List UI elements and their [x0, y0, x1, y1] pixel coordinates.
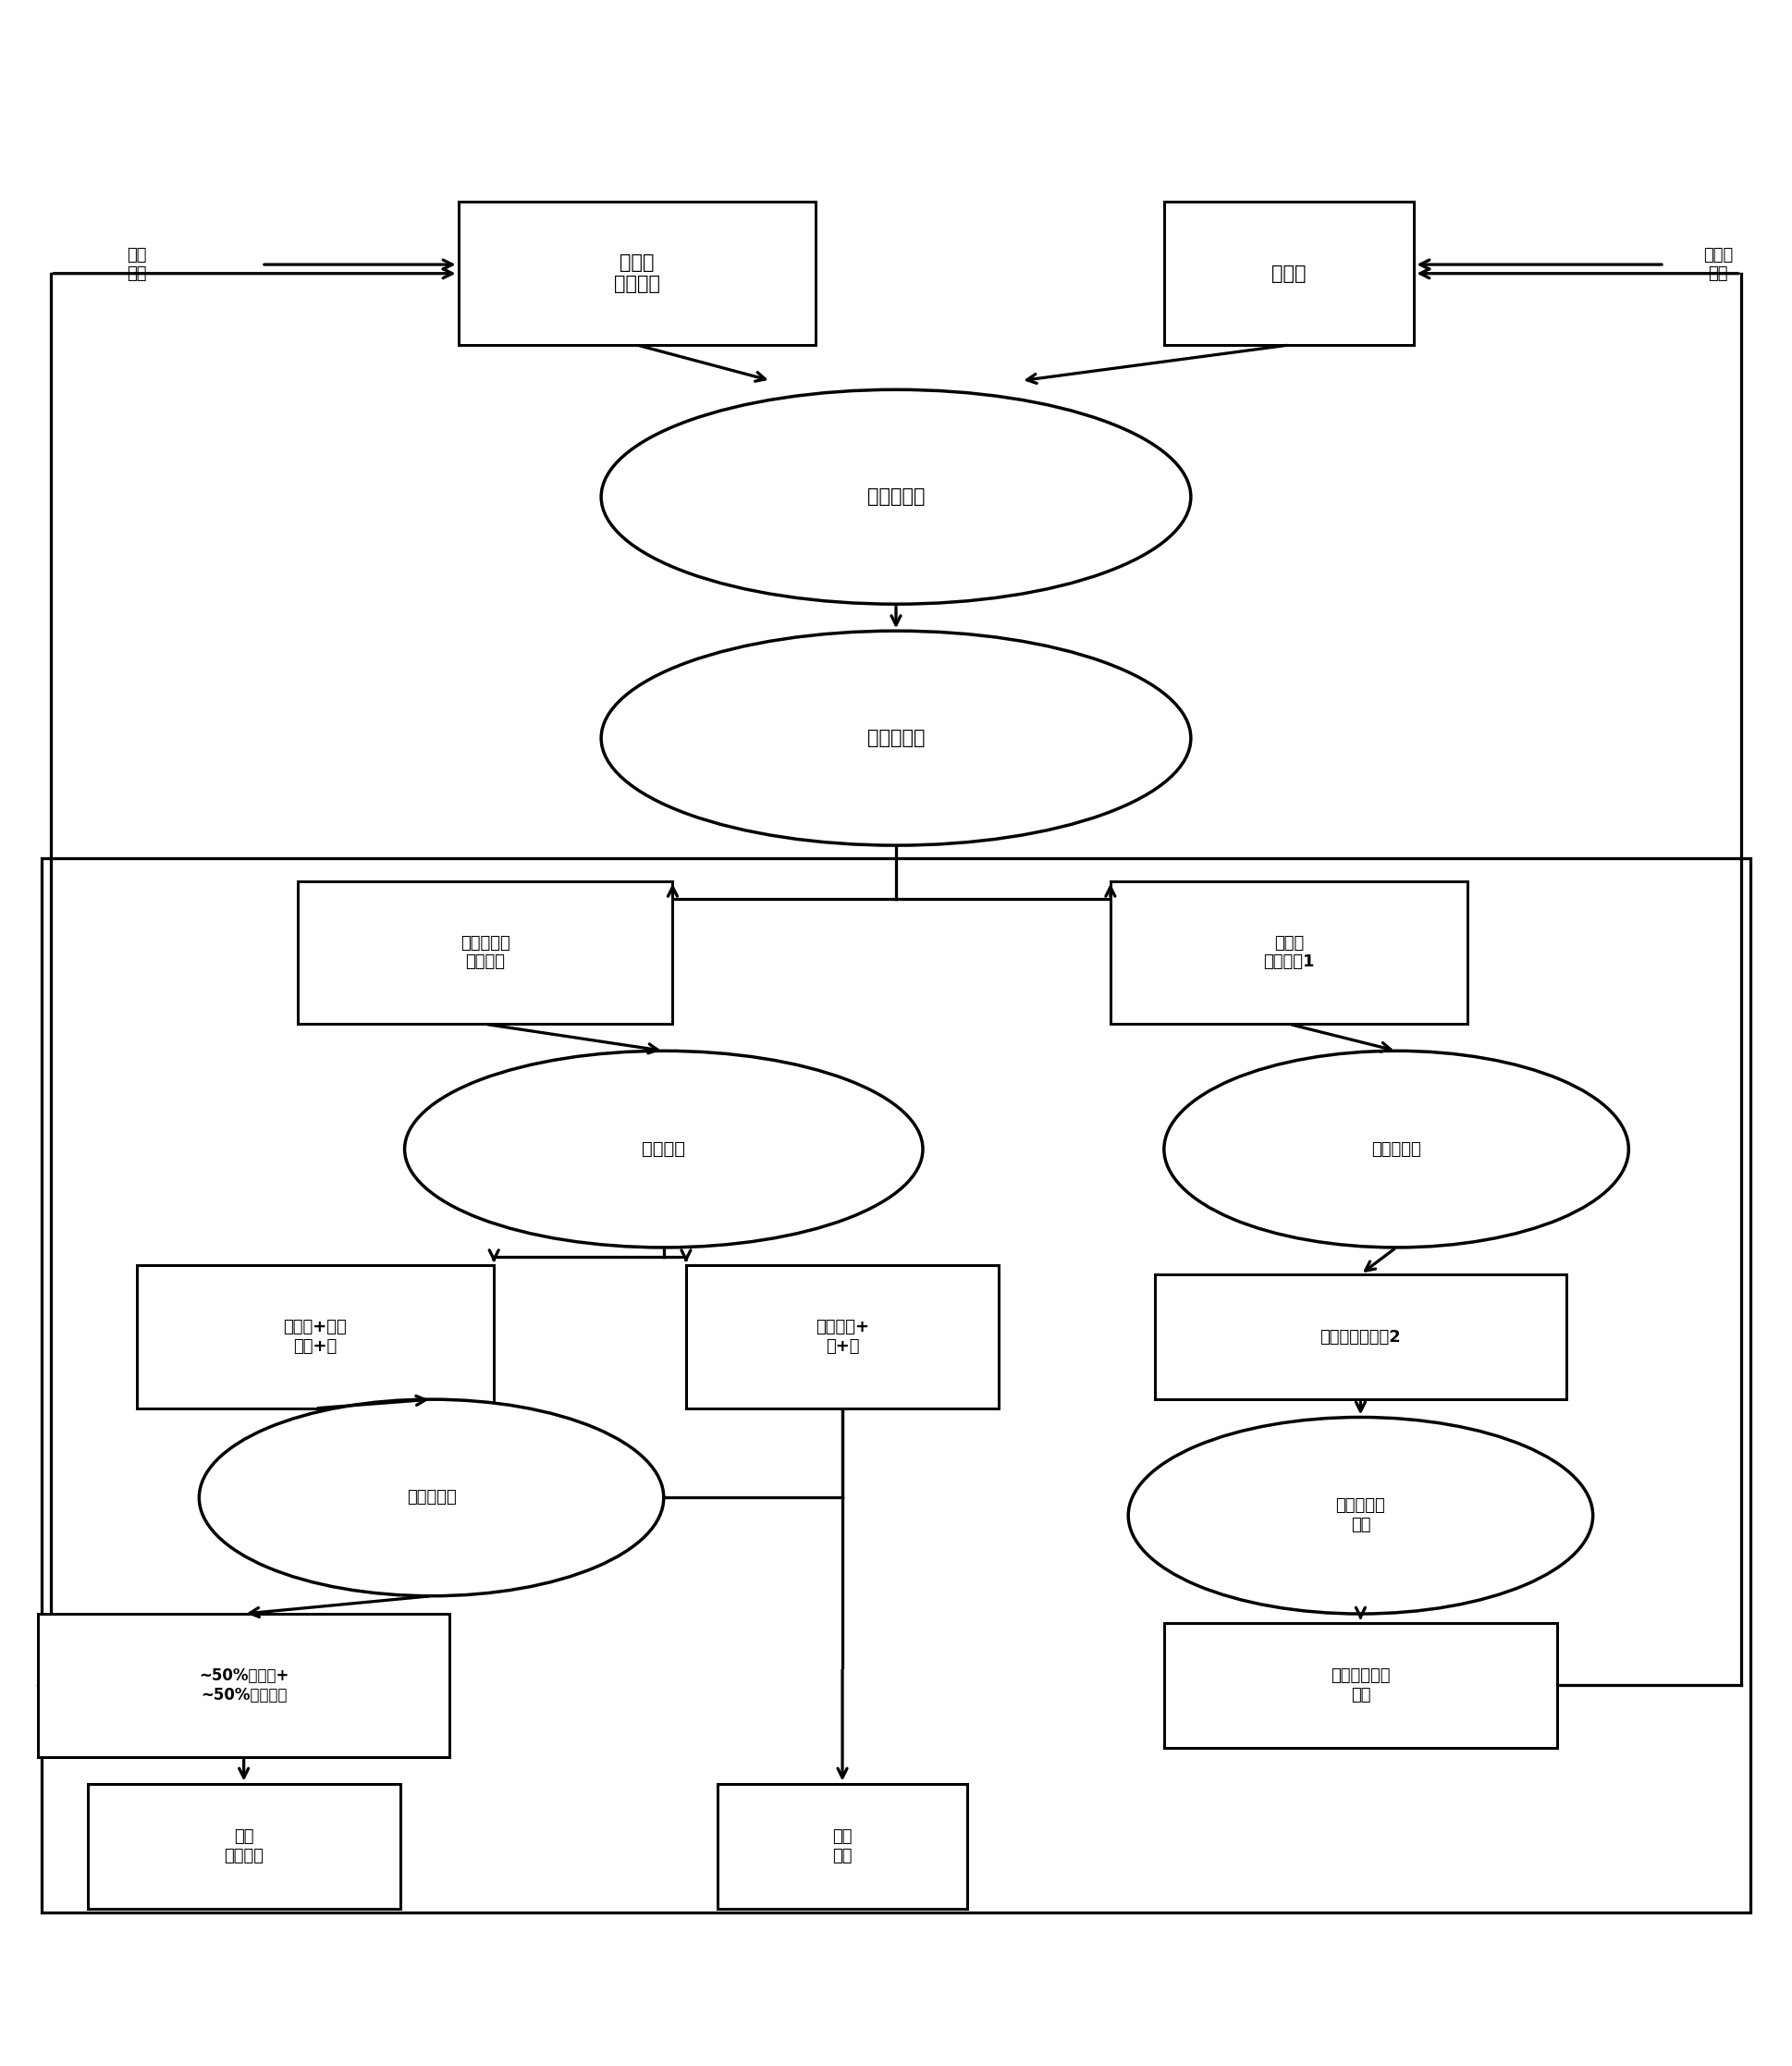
Text: 脱酸剂: 脱酸剂 [1272, 264, 1306, 283]
FancyBboxPatch shape [297, 880, 672, 1025]
Text: 脂肪酸+生物
柴油+醇: 脂肪酸+生物 柴油+醇 [283, 1318, 348, 1355]
FancyBboxPatch shape [1111, 880, 1468, 1025]
FancyBboxPatch shape [459, 202, 815, 345]
Text: 精制生物柴油
组分: 精制生物柴油 组分 [1331, 1667, 1391, 1702]
Ellipse shape [600, 390, 1192, 603]
FancyBboxPatch shape [717, 1783, 968, 1909]
Ellipse shape [600, 630, 1192, 845]
FancyBboxPatch shape [686, 1264, 998, 1409]
Text: 送减压蒸馏
精制: 送减压蒸馏 精制 [1335, 1498, 1385, 1533]
Text: 分离器分相: 分离器分相 [407, 1490, 457, 1506]
Ellipse shape [405, 1052, 923, 1248]
Text: 少量水水洗: 少量水水洗 [1371, 1140, 1421, 1157]
Text: 脱酸粗
生物柴油1: 脱酸粗 生物柴油1 [1263, 934, 1315, 971]
Text: 回收
甘油: 回收 甘油 [833, 1828, 853, 1864]
Text: 脂肪酸铵盐
醇水溶液: 脂肪酸铵盐 醇水溶液 [461, 934, 511, 971]
Text: 分离器分离: 分离器分离 [867, 729, 925, 748]
Text: 加热蒸馏: 加热蒸馏 [642, 1140, 685, 1157]
FancyBboxPatch shape [88, 1783, 400, 1909]
FancyBboxPatch shape [1156, 1275, 1566, 1399]
FancyBboxPatch shape [1165, 202, 1414, 345]
Text: 脱酸粗生物柴油2: 脱酸粗生物柴油2 [1321, 1328, 1401, 1345]
Text: 补充脱
酸剂: 补充脱 酸剂 [1702, 246, 1733, 283]
Ellipse shape [1165, 1052, 1629, 1248]
Text: 混合器接触: 混合器接触 [867, 488, 925, 506]
Text: 待脱酸
生物柴油: 待脱酸 生物柴油 [615, 254, 659, 293]
FancyBboxPatch shape [136, 1264, 495, 1409]
Ellipse shape [199, 1399, 663, 1595]
Text: 回收
粗脂肪酸: 回收 粗脂肪酸 [224, 1828, 263, 1864]
FancyBboxPatch shape [38, 1614, 450, 1756]
Text: ~50%脂肪酸+
~50%生物柴油: ~50%脂肪酸+ ~50%生物柴油 [199, 1667, 289, 1702]
Text: 水溶性胺+
水+醇: 水溶性胺+ 水+醇 [815, 1318, 869, 1355]
Ellipse shape [1129, 1417, 1593, 1614]
FancyBboxPatch shape [1165, 1622, 1557, 1748]
Text: 原料
补充: 原料 补充 [127, 246, 147, 283]
